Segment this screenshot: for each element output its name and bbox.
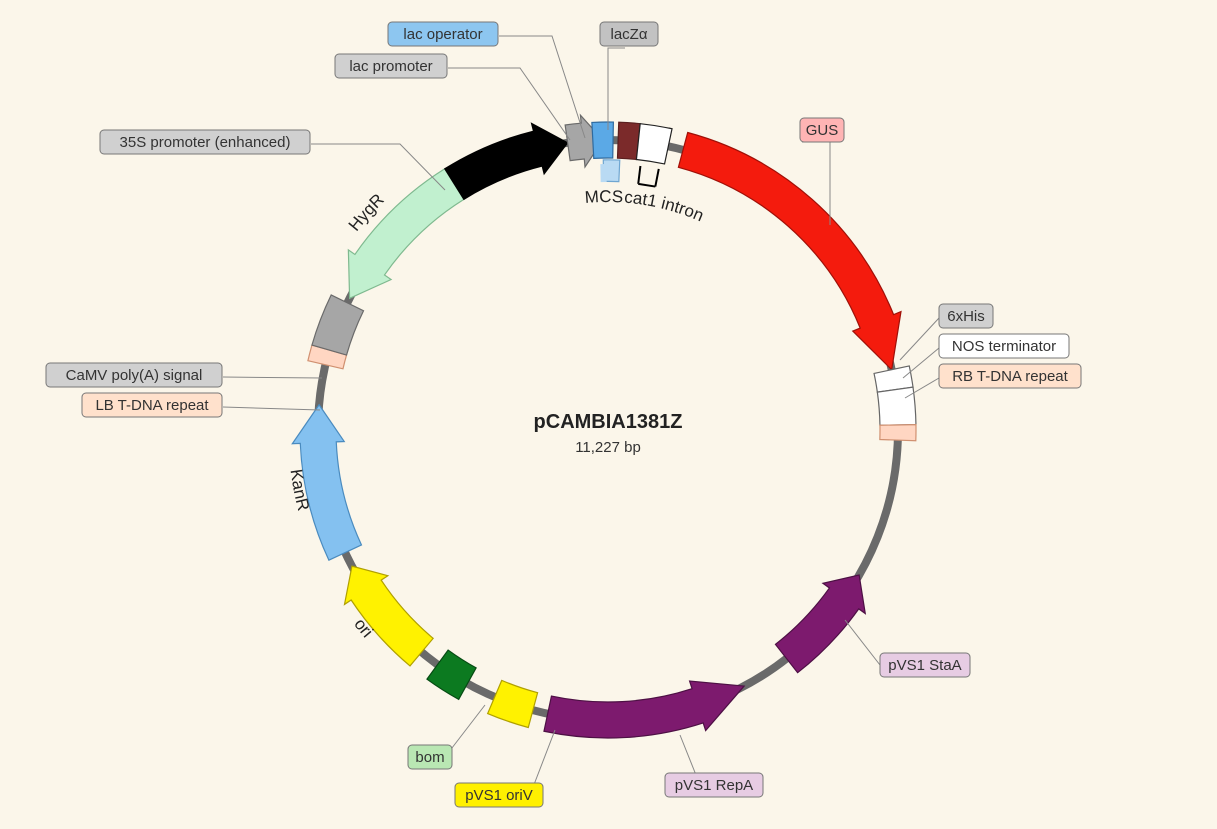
- feature-RB[interactable]: [880, 425, 916, 441]
- curved-label-cat1_lbl: cat1 intron: [624, 188, 707, 226]
- label-text-GUS: GUS: [806, 122, 839, 139]
- label-text-RB: RB T-DNA repeat: [952, 368, 1068, 385]
- label-text-bom: bom: [415, 749, 444, 766]
- feature-cat1_intron[interactable]: [636, 124, 672, 164]
- label-text-pVS1_RepA: pVS1 RepA: [675, 777, 753, 794]
- feature-ori[interactable]: [344, 566, 433, 666]
- leader-lacZa: [608, 48, 625, 130]
- plasmid-map: HygRKanRoriMCScat1 intronlacZαGUS6xHisNO…: [0, 0, 1217, 829]
- feature-GUS[interactable]: [678, 132, 901, 369]
- feature-CaMV_polyA[interactable]: [312, 295, 364, 355]
- plasmid-name: pCAMBIA1381Z: [534, 411, 683, 433]
- label-text-35S: 35S promoter (enhanced): [120, 134, 291, 151]
- leader-CaMV_polyA: [223, 377, 322, 378]
- feature-lac_operator[interactable]: [592, 122, 613, 158]
- feature-pVS1_RepA[interactable]: [544, 681, 744, 738]
- label-text-LB: LB T-DNA repeat: [95, 397, 209, 414]
- leader-lac_operator: [499, 36, 585, 138]
- label-text-lac_operator: lac operator: [403, 26, 482, 43]
- leader-pVS1_StaA: [845, 620, 880, 665]
- label-text-pVS1_oriV: pVS1 oriV: [465, 787, 533, 804]
- inner-bracket: [638, 166, 659, 187]
- leader-LB: [223, 407, 320, 410]
- feature-HygR[interactable]: [348, 169, 464, 299]
- feature-NOS_term[interactable]: [877, 387, 916, 425]
- leader-NOS_term: [903, 348, 939, 378]
- label-text-pVS1_StaA: pVS1 StaA: [888, 657, 961, 674]
- curved-label-MCS_lbl: MCS: [584, 187, 623, 207]
- feature-35S[interactable]: [445, 123, 568, 199]
- label-text-NOS_term: NOS terminator: [952, 338, 1056, 355]
- leader-lac_promoter: [448, 68, 570, 140]
- label-text-lac_promoter: lac promoter: [349, 58, 432, 75]
- plasmid-size: 11,227 bp: [575, 439, 641, 456]
- label-text-lacZa: lacZα: [610, 26, 647, 43]
- label-text-CaMV_polyA: CaMV poly(A) signal: [66, 367, 203, 384]
- feature-pVS1_StaA[interactable]: [775, 575, 865, 673]
- leader-6xHis: [900, 318, 939, 360]
- label-text-6xHis: 6xHis: [947, 308, 985, 325]
- feature-pVS1_oriV[interactable]: [488, 680, 538, 727]
